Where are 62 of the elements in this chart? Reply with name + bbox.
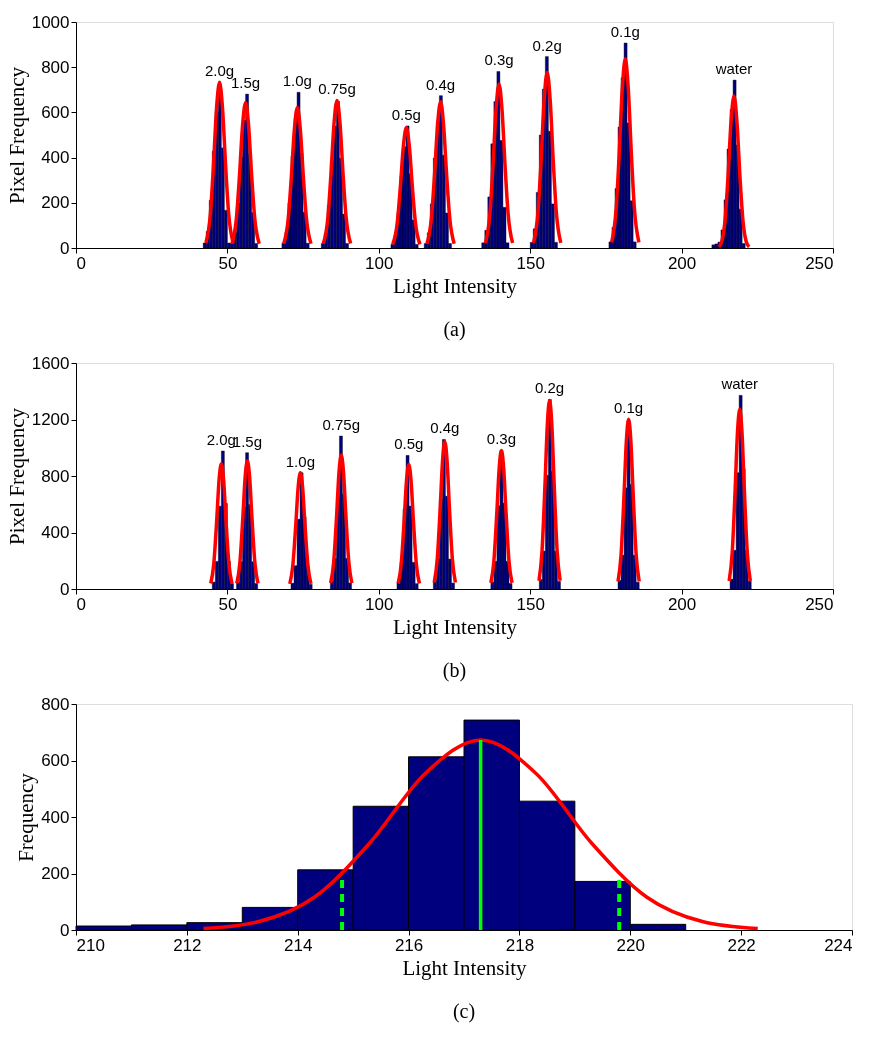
x-tick-label: 210 bbox=[76, 935, 105, 955]
x-tick-label: 224 bbox=[824, 935, 853, 955]
annotation: 0.5g bbox=[394, 435, 424, 453]
x-axis-title: Light Intensity bbox=[392, 273, 518, 298]
y-tick-label: 1200 bbox=[31, 410, 70, 429]
y-tick-label: 800 bbox=[41, 694, 70, 714]
annotation: 0.2g bbox=[532, 36, 562, 54]
annotation: 0.3g bbox=[484, 51, 514, 69]
y-tick-label: 600 bbox=[41, 102, 70, 122]
x-tick-label: 220 bbox=[616, 935, 645, 955]
y-tick-label: 400 bbox=[41, 148, 70, 168]
text: (b) bbox=[442, 659, 467, 682]
annotation: 0.5g bbox=[391, 105, 421, 123]
x-tick-label: 0 bbox=[76, 253, 86, 273]
x-tick-label: 200 bbox=[667, 594, 697, 614]
x-tick-label: 250 bbox=[805, 253, 834, 273]
y-tick-label: 0 bbox=[60, 238, 70, 258]
annotation: 0.1g bbox=[614, 399, 644, 417]
x-axis-title: Light Intensity bbox=[392, 614, 518, 639]
y-tick-label: 200 bbox=[41, 864, 70, 883]
y-tick-label: 400 bbox=[41, 523, 70, 542]
text: (a) bbox=[443, 318, 466, 341]
x-tick-label: 0 bbox=[76, 594, 86, 614]
y-tick-label: 400 bbox=[41, 807, 70, 827]
x-tick-label: 214 bbox=[284, 935, 313, 955]
annotation: 0.1g bbox=[610, 23, 640, 41]
x-tick-label: 100 bbox=[365, 253, 394, 273]
annotation: 1.0g bbox=[282, 72, 312, 90]
x-tick-label: 212 bbox=[173, 935, 202, 955]
y-tick-label: 800 bbox=[41, 57, 70, 77]
annotation: 0.4g bbox=[430, 419, 460, 437]
y-axis-title: Pixel Frequency bbox=[4, 66, 29, 205]
y-axis-title: Frequency bbox=[14, 772, 39, 862]
y-tick-label: 200 bbox=[41, 193, 70, 213]
annotation: 0.3g bbox=[486, 430, 517, 448]
x-tick-label: 50 bbox=[218, 594, 238, 614]
x-tick-label: 200 bbox=[667, 253, 697, 273]
annotation: water bbox=[720, 375, 759, 393]
x-tick-label: 250 bbox=[805, 594, 834, 614]
x-tick-label: 50 bbox=[218, 253, 238, 273]
annotation: 0.75g bbox=[318, 80, 356, 98]
y-tick-label: 1000 bbox=[31, 12, 70, 32]
x-tick-label: 100 bbox=[365, 594, 394, 614]
y-tick-label: 800 bbox=[41, 466, 70, 486]
annotation: 0.4g bbox=[425, 75, 456, 93]
x-tick-label: 218 bbox=[505, 935, 535, 955]
annotation: water bbox=[714, 60, 753, 78]
y-tick-label: 0 bbox=[60, 920, 70, 940]
x-tick-label: 150 bbox=[516, 594, 545, 614]
y-axis-title: Pixel Frequency bbox=[4, 407, 29, 546]
x-tick-label: 216 bbox=[394, 935, 424, 955]
annotation: 1.0g bbox=[285, 452, 315, 470]
x-axis-title: Light Intensity bbox=[402, 955, 528, 980]
x-tick-label: 150 bbox=[516, 253, 545, 273]
y-tick-label: 0 bbox=[60, 579, 70, 599]
y-tick-label: 600 bbox=[41, 751, 70, 770]
text: (c) bbox=[452, 1000, 476, 1023]
x-tick-label: 222 bbox=[727, 935, 756, 955]
annotation: 0.2g bbox=[534, 379, 565, 397]
annotation: 0.75g bbox=[322, 416, 361, 434]
y-tick-label: 1600 bbox=[31, 353, 70, 373]
annotation: 2.0g bbox=[206, 431, 236, 448]
